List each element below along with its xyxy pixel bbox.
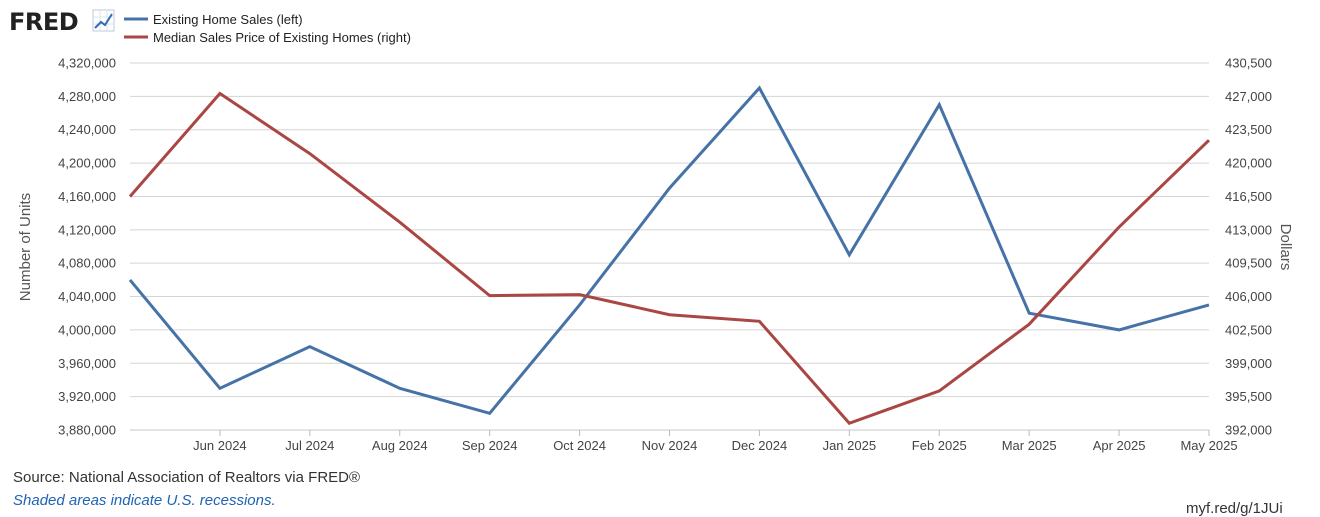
right-tick-label: 416,500: [1225, 189, 1272, 204]
x-tick-label: Feb 2025: [912, 438, 967, 453]
x-tick-label: Dec 2024: [732, 438, 788, 453]
series-median-sales-price-line[interactable]: [128, 91, 1211, 426]
legend-item-existing-home-sales[interactable]: Existing Home Sales (left): [124, 12, 303, 27]
left-tick-label: 4,000,000: [58, 322, 116, 337]
left-tick-label: 4,240,000: [58, 122, 116, 137]
x-tick-label: Nov 2024: [642, 438, 698, 453]
right-tick-label: 406,000: [1225, 289, 1272, 304]
short-link[interactable]: myf.red/g/1JUi: [1186, 500, 1283, 517]
recession-note: Shaded areas indicate U.S. recessions.: [13, 492, 276, 509]
left-axis-title: Number of Units: [17, 193, 34, 301]
right-axis-title: Dollars: [1277, 224, 1294, 271]
x-tick-label: Oct 2024: [553, 438, 606, 453]
left-tick-label: 4,200,000: [58, 156, 116, 171]
right-axis-ticks: 392,000 395,500 399,000 402,500 406,000 409,5…: [1225, 56, 1272, 438]
right-tick-label: 399,000: [1225, 356, 1272, 371]
series-layer: [128, 85, 1211, 426]
chart: FRED Existing Home Sales (left) Median S…: [9, 8, 1294, 453]
source-note: Source: National Association of Realtors…: [13, 469, 361, 486]
left-tick-label: 4,040,000: [58, 289, 116, 304]
left-tick-label: 3,880,000: [58, 423, 116, 438]
left-axis-ticks: 3,880,000 3,920,000 3,960,000 4,000,000 4,04…: [58, 56, 116, 438]
x-tick-label: Jul 2024: [285, 438, 334, 453]
x-tick-label: Jun 2024: [193, 438, 247, 453]
left-tick-label: 4,280,000: [58, 89, 116, 104]
x-tick-label: Aug 2024: [372, 438, 428, 453]
legend-item-median-sales-price[interactable]: Median Sales Price of Existing Homes (ri…: [124, 30, 411, 45]
right-tick-label: 392,000: [1225, 423, 1272, 438]
x-tick-label: Sep 2024: [462, 438, 518, 453]
left-tick-label: 4,120,000: [58, 222, 116, 237]
chart-line-icon: [92, 9, 115, 32]
left-tick-label: 4,320,000: [58, 56, 116, 71]
right-tick-label: 395,500: [1225, 389, 1272, 404]
x-tick-label: Jan 2025: [823, 438, 877, 453]
right-tick-label: 413,000: [1225, 222, 1272, 237]
series-existing-home-sales-line[interactable]: [128, 85, 1210, 416]
x-tick-label: May 2025: [1180, 438, 1237, 453]
left-tick-label: 4,080,000: [58, 256, 116, 271]
gridlines: [130, 62, 1209, 431]
legend-label-existing-home-sales: Existing Home Sales (left): [153, 12, 303, 27]
right-tick-label: 430,500: [1225, 56, 1272, 71]
legend-label-median-sales-price: Median Sales Price of Existing Homes (ri…: [153, 30, 411, 45]
right-tick-label: 420,000: [1225, 156, 1272, 171]
x-axis-ticks: Jun 2024 Jul 2024 Aug 2024 Sep 2024 Oct 2024…: [193, 430, 1238, 453]
right-tick-label: 402,500: [1225, 322, 1272, 337]
left-tick-label: 4,160,000: [58, 189, 116, 204]
right-tick-label: 423,500: [1225, 122, 1272, 137]
right-tick-label: 427,000: [1225, 89, 1272, 104]
left-tick-label: 3,960,000: [58, 356, 116, 371]
legend: Existing Home Sales (left) Median Sales …: [124, 12, 411, 45]
x-tick-label: Mar 2025: [1002, 438, 1057, 453]
left-tick-label: 3,920,000: [58, 389, 116, 404]
right-tick-label: 409,500: [1225, 256, 1272, 271]
x-tick-label: Apr 2025: [1093, 438, 1146, 453]
fred-logo-text: FRED: [9, 8, 78, 36]
fred-logo[interactable]: FRED: [9, 8, 115, 36]
